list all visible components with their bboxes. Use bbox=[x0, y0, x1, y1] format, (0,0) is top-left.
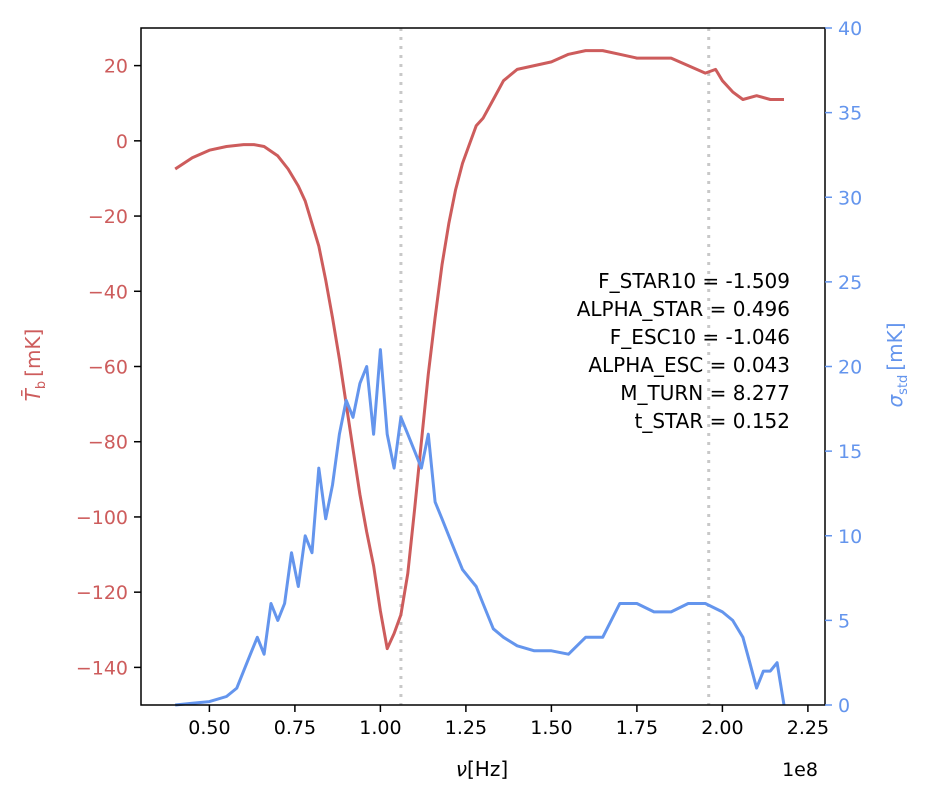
annotation-line: t_STAR = 0.152 bbox=[634, 409, 790, 433]
x-tick-label: 0.50 bbox=[188, 717, 230, 739]
y-left-unit: [mK] bbox=[21, 329, 45, 377]
y-right-symbol: σ bbox=[883, 394, 907, 408]
y-left-tick-label: −40 bbox=[88, 281, 128, 303]
y-right-tick-label: 15 bbox=[838, 441, 862, 463]
y-right-unit: [mK] bbox=[883, 322, 907, 370]
annotation-line: ALPHA_STAR = 0.496 bbox=[577, 297, 790, 321]
y-left-tick-label: −60 bbox=[88, 357, 128, 379]
y-right-tick-label: 10 bbox=[838, 526, 862, 548]
annotation-line: F_STAR10 = -1.509 bbox=[598, 269, 790, 293]
y-right-tick-label: 35 bbox=[838, 103, 862, 125]
y-right-tick-label: 0 bbox=[838, 695, 850, 717]
y-left-tick-label: 0 bbox=[116, 131, 128, 153]
y-axis-right-title: σstd [mK] bbox=[883, 322, 911, 407]
y-right-tick-label: 40 bbox=[838, 18, 862, 40]
mean-brightness-series bbox=[174, 49, 784, 651]
mean-brightness-line bbox=[174, 49, 784, 651]
x-tick-label: 2.00 bbox=[701, 717, 743, 739]
annotation-line: M_TURN = 8.277 bbox=[620, 381, 790, 405]
y-right-tick-label: 5 bbox=[838, 610, 850, 632]
y-left-tick-label: 20 bbox=[104, 56, 128, 78]
annotation-line: F_ESC10 = -1.046 bbox=[610, 325, 790, 349]
y-right-tick-label: 25 bbox=[838, 272, 862, 294]
y-axis-right: 0 5 10 15 20 25 30 35 40 bbox=[825, 18, 862, 717]
y-right-subscript: std bbox=[896, 375, 911, 395]
x-axis: 0.50 0.75 1.00 1.25 1.50 1.75 2.00 2.25 bbox=[188, 705, 829, 739]
y-right-tick-label: 30 bbox=[838, 187, 862, 209]
x-axis-symbol: ν bbox=[456, 757, 467, 781]
x-axis-title: ν[Hz] bbox=[456, 757, 508, 781]
x-axis-unit: [Hz] bbox=[467, 757, 508, 781]
std-deviation-line bbox=[175, 348, 786, 707]
y-left-tick-label: −100 bbox=[76, 507, 128, 529]
annotation-line: ALPHA_ESC = 0.043 bbox=[588, 353, 790, 377]
x-tick-label: 0.75 bbox=[274, 717, 316, 739]
parameter-annotations: F_STAR10 = -1.509 ALPHA_STAR = 0.496 F_E… bbox=[577, 269, 790, 433]
y-left-subscript: b bbox=[34, 381, 49, 389]
y-left-tick-label: −140 bbox=[76, 657, 128, 679]
y-axis-left-title: T̄b [mK] bbox=[20, 329, 49, 402]
x-tick-label: 1.25 bbox=[445, 717, 487, 739]
y-left-tick-label: −20 bbox=[88, 206, 128, 228]
x-tick-label: 1.50 bbox=[530, 717, 572, 739]
x-tick-label: 1.00 bbox=[359, 717, 401, 739]
x-axis-offset-text: 1e8 bbox=[782, 759, 818, 781]
x-tick-label: 1.75 bbox=[616, 717, 658, 739]
y-left-symbol: T̄ bbox=[20, 387, 45, 401]
y-left-tick-label: −120 bbox=[76, 582, 128, 604]
y-left-tick-label: −80 bbox=[88, 432, 128, 454]
y-axis-left: 20 0 −20 −40 −60 −80 −100 −120 −140 bbox=[76, 56, 141, 679]
y-right-tick-label: 20 bbox=[838, 357, 862, 379]
std-deviation-series bbox=[175, 348, 786, 707]
x-tick-label: 2.25 bbox=[787, 717, 829, 739]
